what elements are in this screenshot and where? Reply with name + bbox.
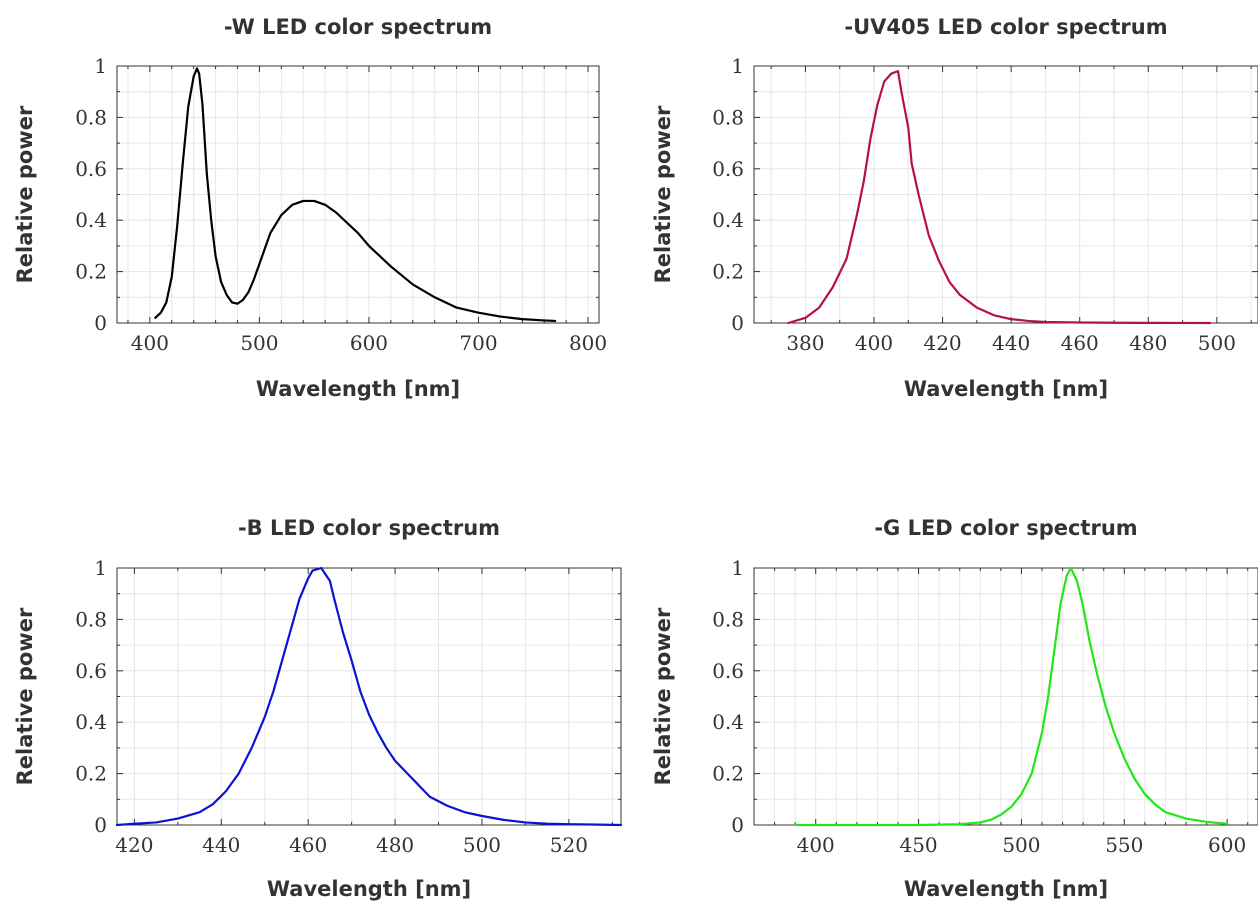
- x-tick-label: 500: [240, 331, 278, 355]
- y-axis-label: Relative power: [13, 607, 37, 785]
- y-tick-label: 0: [731, 311, 744, 335]
- x-tick-label: 800: [569, 331, 607, 355]
- y-tick-label: 0.2: [712, 762, 744, 786]
- x-tick-label: 600: [350, 331, 388, 355]
- panel-w-led: 400 500 600 700 800 0 0.2 0.4 0.6 0.8 1 -W LED colo…: [13, 15, 607, 401]
- x-axis-label: Wavelength [nm]: [267, 877, 471, 901]
- y-tick-label: 0.8: [712, 105, 744, 129]
- y-tick-label: 0.6: [75, 157, 107, 181]
- y-tick-label: 0.6: [712, 659, 744, 683]
- y-tick-label: 1: [731, 556, 744, 580]
- series-line: [787, 70, 1212, 325]
- x-tick-label: 460: [1061, 331, 1099, 355]
- x-tick-label: 480: [376, 833, 414, 857]
- y-tick-label: 0.6: [75, 659, 107, 683]
- series-line: [154, 67, 557, 323]
- y-axis-label: Relative power: [13, 105, 37, 283]
- x-tick-label: 520: [550, 833, 588, 857]
- x-tick-label: 700: [459, 331, 497, 355]
- chart-title: -W LED color spectrum: [224, 15, 492, 39]
- x-tick-label: 500: [463, 833, 501, 857]
- y-axis-label: Relative power: [651, 607, 675, 785]
- x-tick-label: 420: [115, 833, 153, 857]
- chart-title: -B LED color spectrum: [238, 516, 500, 540]
- y-tick-label: 1: [94, 54, 107, 78]
- panel-uv405-led: 380 400 420 440 460 480 500 0 0.2 0.4 0.6 0.8 1 -UV40…: [651, 15, 1258, 401]
- x-tick-label: 550: [1105, 833, 1143, 857]
- grid: [754, 66, 1258, 323]
- x-tick-label: 420: [923, 331, 961, 355]
- x-tick-label: 480: [1129, 331, 1167, 355]
- series-line: [794, 566, 1229, 827]
- y-tick-label: 0.6: [712, 157, 744, 181]
- chart-title: -G LED color spectrum: [874, 516, 1137, 540]
- x-tick-label: 500: [1002, 833, 1040, 857]
- y-tick-label: 0.2: [75, 762, 107, 786]
- x-tick-label: 440: [992, 331, 1030, 355]
- y-tick-label: 0: [94, 813, 107, 837]
- x-axis-label: Wavelength [nm]: [904, 377, 1108, 401]
- panel-b-led: 420 440 460 480 500 520 0 0.2 0.4 0.6 0.8 1 -B LED c…: [13, 516, 623, 901]
- y-tick-label: 0.8: [75, 105, 107, 129]
- panel-g-led: 400 450 500 550 600 0 0.2 0.4 0.6 0.8 1 -G LED colo…: [651, 516, 1258, 901]
- y-tick-label: 0: [94, 311, 107, 335]
- grid: [117, 66, 599, 323]
- x-axis-label: Wavelength [nm]: [256, 377, 460, 401]
- x-tick-label: 400: [131, 331, 169, 355]
- grid: [117, 568, 621, 825]
- y-axis-label: Relative power: [651, 105, 675, 283]
- y-tick-label: 1: [94, 556, 107, 580]
- x-axis-label: Wavelength [nm]: [904, 877, 1108, 901]
- y-tick-label: 0.4: [712, 208, 744, 232]
- x-tick-label: 450: [899, 833, 937, 857]
- y-tick-label: 0.2: [712, 260, 744, 284]
- y-tick-label: 0.4: [75, 710, 107, 734]
- y-tick-label: 0.4: [75, 208, 107, 232]
- y-tick-label: 0.8: [75, 607, 107, 631]
- y-tick-label: 0.4: [712, 710, 744, 734]
- y-tick-label: 1: [731, 54, 744, 78]
- x-tick-label: 440: [202, 833, 240, 857]
- y-tick-label: 0.8: [712, 607, 744, 631]
- x-tick-label: 400: [797, 833, 835, 857]
- x-tick-label: 460: [289, 833, 327, 857]
- grid: [753, 568, 1258, 825]
- x-tick-label: 380: [786, 331, 824, 355]
- x-tick-label: 600: [1208, 833, 1246, 857]
- y-tick-label: 0.2: [75, 260, 107, 284]
- series-line: [115, 566, 623, 827]
- chart-title: -UV405 LED color spectrum: [844, 15, 1167, 39]
- x-tick-label: 500: [1198, 331, 1236, 355]
- y-tick-label: 0: [731, 813, 744, 837]
- x-tick-label: 400: [855, 331, 893, 355]
